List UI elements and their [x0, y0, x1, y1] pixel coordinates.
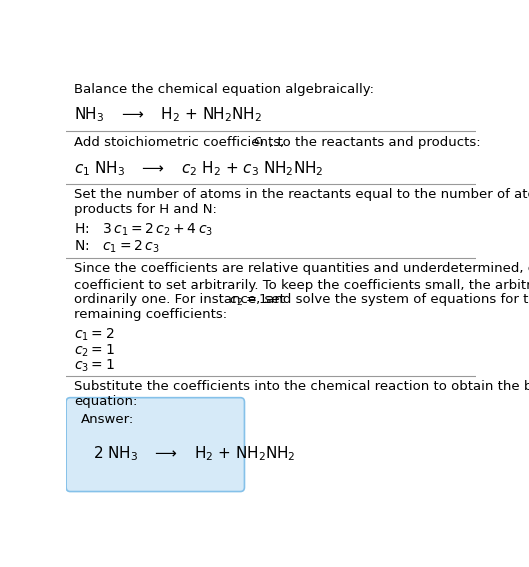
Text: Answer:: Answer: [80, 413, 134, 426]
Text: NH$_3$   $\longrightarrow$   H$_2$ + NH$_2$NH$_2$: NH$_3$ $\longrightarrow$ H$_2$ + NH$_2$N… [74, 105, 262, 124]
Text: ordinarily one. For instance, set: ordinarily one. For instance, set [74, 293, 289, 306]
Text: products for H and N:: products for H and N: [74, 204, 217, 217]
Text: Substitute the coefficients into the chemical reaction to obtain the balanced: Substitute the coefficients into the che… [74, 380, 529, 393]
Text: equation:: equation: [74, 396, 138, 408]
Text: $c_1 = 2$: $c_1 = 2$ [74, 327, 115, 343]
Text: $c_2 = 1$: $c_2 = 1$ [229, 293, 268, 308]
FancyBboxPatch shape [66, 397, 244, 492]
Text: H:   $3\,c_1 = 2\,c_2 + 4\,c_3$: H: $3\,c_1 = 2\,c_2 + 4\,c_3$ [74, 222, 213, 238]
Text: and solve the system of equations for the: and solve the system of equations for th… [262, 293, 529, 306]
Text: $c_2 = 1$: $c_2 = 1$ [74, 342, 115, 358]
Text: Balance the chemical equation algebraically:: Balance the chemical equation algebraica… [74, 83, 375, 96]
Text: $c_i$: $c_i$ [253, 136, 264, 149]
Text: Add stoichiometric coefficients,: Add stoichiometric coefficients, [74, 136, 289, 149]
Text: coefficient to set arbitrarily. To keep the coefficients small, the arbitrary va: coefficient to set arbitrarily. To keep … [74, 279, 529, 292]
Text: , to the reactants and products:: , to the reactants and products: [269, 136, 481, 149]
Text: Set the number of atoms in the reactants equal to the number of atoms in the: Set the number of atoms in the reactants… [74, 188, 529, 201]
Text: Since the coefficients are relative quantities and underdetermined, choose a: Since the coefficients are relative quan… [74, 263, 529, 276]
Text: $c_1$ NH$_3$   $\longrightarrow$   $c_2$ H$_2$ + $c_3$ NH$_2$NH$_2$: $c_1$ NH$_3$ $\longrightarrow$ $c_2$ H$_… [74, 160, 324, 179]
Text: $c_3 = 1$: $c_3 = 1$ [74, 358, 115, 374]
Text: remaining coefficients:: remaining coefficients: [74, 308, 227, 321]
Text: N:   $c_1 = 2\,c_3$: N: $c_1 = 2\,c_3$ [74, 238, 160, 255]
Text: 2 NH$_3$   $\longrightarrow$   H$_2$ + NH$_2$NH$_2$: 2 NH$_3$ $\longrightarrow$ H$_2$ + NH$_2… [93, 445, 295, 463]
